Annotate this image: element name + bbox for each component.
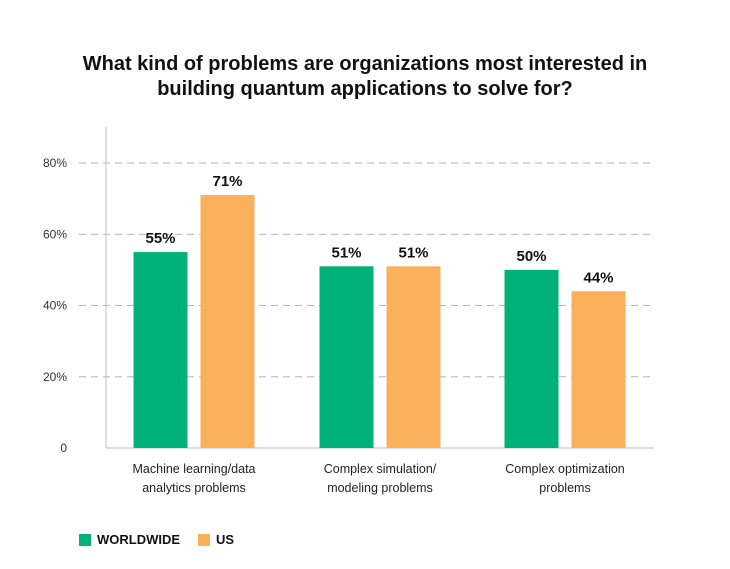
- y-tick-label-60: 60%: [43, 227, 67, 241]
- bar-worldwide-1: [133, 252, 188, 448]
- category-label-3-line-1: Complex optimization: [505, 462, 625, 476]
- category-label-2-line-1: Complex simulation/: [324, 462, 437, 476]
- chart-title-line-1: What kind of problems are organizations …: [82, 53, 648, 75]
- bar-worldwide-2: [319, 266, 374, 448]
- bar-us-3: [571, 291, 626, 448]
- y-tick-label-0: 0: [60, 441, 67, 455]
- y-tick-label-20: 20%: [43, 370, 67, 384]
- category-label-2-line-2: modeling problems: [327, 481, 433, 495]
- chart-title: What kind of problems are organizations …: [0, 52, 730, 102]
- legend-item-worldwide: WORLDWIDE: [79, 532, 180, 547]
- bar-worldwide-3: [504, 269, 559, 448]
- category-label-3-line-2: problems: [539, 481, 590, 495]
- category-label-1-line-2: analytics problems: [142, 481, 246, 495]
- legend: WORLDWIDE US: [79, 532, 252, 547]
- bar-us-2: [386, 266, 441, 448]
- legend-swatch-us: [198, 533, 211, 546]
- data-label-us-2: 51%: [398, 244, 428, 261]
- legend-item-us: US: [198, 532, 234, 547]
- data-label-worldwide-1: 55%: [145, 230, 175, 247]
- chart-title-line-2: building quantum applications to solve f…: [157, 78, 573, 100]
- legend-swatch-worldwide: [79, 533, 91, 546]
- y-tick-label-80: 80%: [43, 156, 67, 170]
- y-tick-label-40: 40%: [43, 299, 67, 313]
- legend-label-us: US: [216, 532, 235, 547]
- data-label-worldwide-2: 51%: [331, 244, 361, 261]
- data-label-us-3: 44%: [583, 269, 613, 286]
- legend-label-worldwide: WORLDWIDE: [97, 532, 181, 547]
- data-label-worldwide-3: 50%: [516, 248, 546, 265]
- category-label-1-line-1: Machine learning/data: [133, 462, 256, 476]
- bar-us-1: [200, 195, 255, 448]
- data-label-us-1: 71%: [212, 173, 242, 190]
